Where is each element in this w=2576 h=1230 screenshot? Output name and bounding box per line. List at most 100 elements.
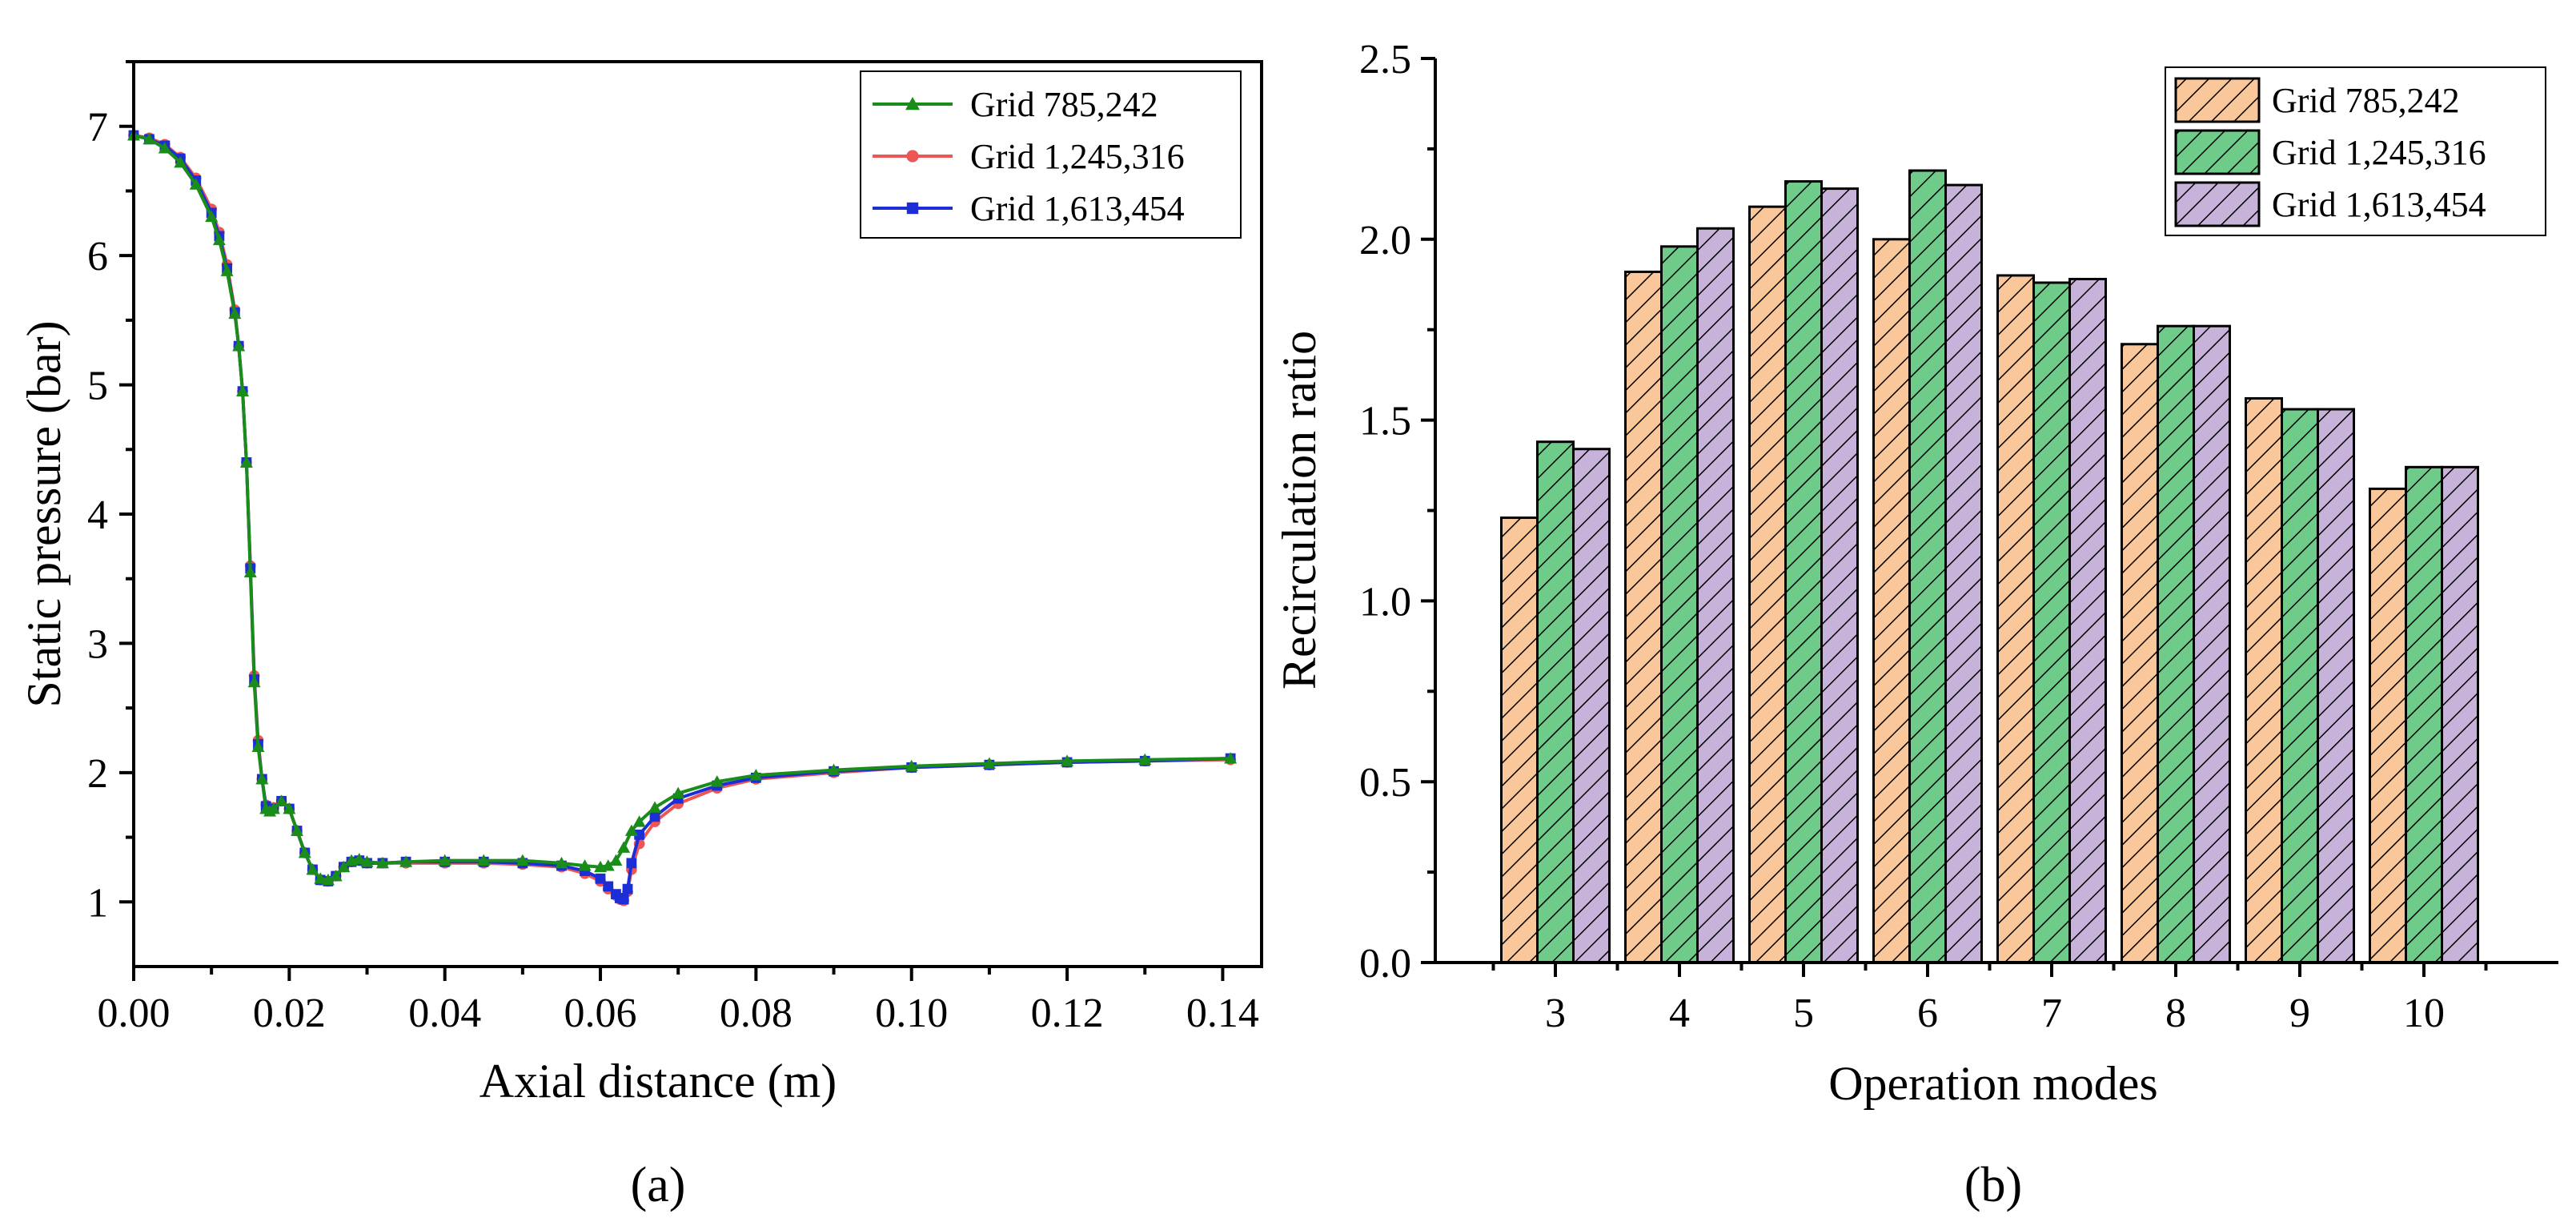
data-point-a-0-37 xyxy=(578,859,592,871)
data-point-a-0-36 xyxy=(555,856,568,869)
panel-b-y-tick-label: 2.5 xyxy=(1359,37,1411,82)
data-point-a-0-19 xyxy=(275,794,288,806)
data-point-a-0-15 xyxy=(255,772,269,785)
bar-hatch xyxy=(1748,205,1787,964)
data-point-a-0-2 xyxy=(158,142,171,154)
data-point-a-0-20 xyxy=(283,802,296,814)
panel-b-y-axis-title: Recirculation ratio xyxy=(1273,331,1326,689)
data-point-a-0-1 xyxy=(142,132,156,145)
legend-label-a-2: Grid 1,613,454 xyxy=(970,189,1185,228)
bar-hatch xyxy=(1624,270,1663,964)
data-point-a-0-39 xyxy=(601,859,615,871)
data-point-a-0-24 xyxy=(314,872,327,884)
legend-marker-a-2 xyxy=(906,202,919,215)
bar-5-2 xyxy=(1820,187,1859,964)
data-point-a-0-4 xyxy=(189,178,203,190)
panel-b-y-tick-label: 2.0 xyxy=(1359,218,1411,263)
data-point-a-0-33 xyxy=(438,854,451,866)
panel-a-series xyxy=(127,129,1238,906)
data-point-a-0-8 xyxy=(228,307,242,320)
bar-hatch xyxy=(1820,187,1859,964)
bar-hatch xyxy=(2193,324,2231,964)
panel-b-x-tick-label: 3 xyxy=(1545,991,1566,1036)
data-point-a-0-12 xyxy=(243,565,257,578)
series-a-1 xyxy=(128,130,1236,906)
bar-hatch xyxy=(2281,408,2319,964)
bar-5-0 xyxy=(1748,205,1787,964)
bar-hatch xyxy=(1944,183,1983,964)
data-point-a-0-41 xyxy=(617,841,631,853)
data-point-a-2-46 xyxy=(649,811,660,822)
panel-a-y-tick-label: 7 xyxy=(87,105,108,151)
series-a-2 xyxy=(128,130,1236,905)
bar-6-1 xyxy=(1908,169,1947,964)
panel-a-x-tick-label: 0.12 xyxy=(1031,991,1104,1036)
legend-label-a-0: Grid 785,242 xyxy=(970,85,1158,124)
bar-hatch xyxy=(2369,487,2407,964)
bar-3-0 xyxy=(1500,517,1539,964)
bar-4-0 xyxy=(1624,270,1663,964)
panel-a-ticks: 0.00 0.02 0.04 0.06 0.08 0.10 0.12 0.14 1 2 3 4 5 6 7 xyxy=(87,60,1259,1036)
data-point-a-0-50 xyxy=(982,757,996,769)
bar-10-1 xyxy=(2405,465,2443,964)
data-point-a-0-34 xyxy=(477,854,491,866)
legend-swatch-hatch-b-0 xyxy=(2174,77,2261,123)
panel-a-y-tick-label: 3 xyxy=(87,621,108,667)
bar-6-2 xyxy=(1944,183,1983,964)
bar-hatch xyxy=(1872,238,1911,964)
data-point-a-0-31 xyxy=(375,856,389,869)
panel-b-x-axis-title: Operation modes xyxy=(1828,1057,2158,1110)
data-point-a-0-10 xyxy=(236,384,250,397)
data-point-a-0-21 xyxy=(291,824,304,836)
bar-hatch xyxy=(1784,180,1823,964)
data-point-a-0-45 xyxy=(672,786,685,799)
panel-a-x-tick-label: 0.08 xyxy=(720,991,792,1036)
legend-swatch-hatch-b-1 xyxy=(2174,129,2261,175)
data-point-a-0-29 xyxy=(352,853,366,865)
bar-hatch xyxy=(1908,169,1947,964)
bar-10-0 xyxy=(2369,487,2407,964)
data-point-a-0-23 xyxy=(306,862,319,875)
panel-a-line-chart: 0.00 0.02 0.04 0.06 0.08 0.10 0.12 0.141234567 … xyxy=(18,60,1263,1212)
data-point-a-2-43 xyxy=(622,883,633,894)
panel-a-x-tick-label: 0.00 xyxy=(98,991,171,1036)
data-point-a-0-51 xyxy=(1061,754,1074,766)
panel-b-x-tick-label: 9 xyxy=(2289,991,2310,1036)
bar-hatch xyxy=(2032,281,2071,964)
data-point-a-0-7 xyxy=(220,264,234,276)
panel-b-ticks: 0.0 0.5 1.0 1.5 2.0 2.5 3 4 5 6 7 8 9 10 xyxy=(1359,37,2488,1036)
data-point-a-0-5 xyxy=(205,210,219,223)
bar-hatch xyxy=(1536,440,1575,964)
bar-hatch xyxy=(1500,517,1539,964)
series-line-a-0 xyxy=(133,134,1231,882)
data-point-a-0-44 xyxy=(648,801,662,813)
panel-a-y-tick-label: 4 xyxy=(87,492,108,538)
panel-b-x-tick-label: 6 xyxy=(1917,991,1938,1036)
data-point-a-0-3 xyxy=(174,155,187,168)
panel-a-label: (a) xyxy=(631,1158,686,1212)
panel-a-x-tick-label: 0.06 xyxy=(564,991,637,1036)
bar-6-0 xyxy=(1872,238,1911,964)
panel-b-x-tick-label: 4 xyxy=(1669,991,1690,1036)
bar-3-1 xyxy=(1536,440,1575,964)
data-point-a-0-25 xyxy=(321,873,335,886)
panel-b-x-tick-label: 5 xyxy=(1793,991,1814,1036)
data-point-a-0-35 xyxy=(516,854,529,866)
bar-hatch xyxy=(2441,465,2479,964)
panel-b-bar-chart: 0.0 0.5 1.0 1.5 2.0 2.5 3 4 5 6 7 8 9 10 Grid 785,242… xyxy=(1273,37,2558,1212)
bar-7-1 xyxy=(2032,281,2071,964)
panel-a-y-tick-label: 6 xyxy=(87,234,108,279)
panel-b-y-tick-label: 1.5 xyxy=(1359,399,1411,444)
panel-b-x-tick-label: 8 xyxy=(2165,991,2186,1036)
series-a-0 xyxy=(127,129,1238,886)
bar-8-0 xyxy=(2121,343,2159,964)
bar-hatch xyxy=(2245,397,2283,964)
bar-7-2 xyxy=(2068,277,2107,964)
data-point-a-0-22 xyxy=(298,846,311,858)
bar-hatch xyxy=(2405,465,2443,964)
bar-7-0 xyxy=(1996,274,2035,964)
panel-b-bars xyxy=(1500,169,2479,964)
data-point-a-0-30 xyxy=(360,855,374,867)
bar-hatch xyxy=(2068,277,2107,964)
data-point-a-2-42 xyxy=(618,894,629,905)
